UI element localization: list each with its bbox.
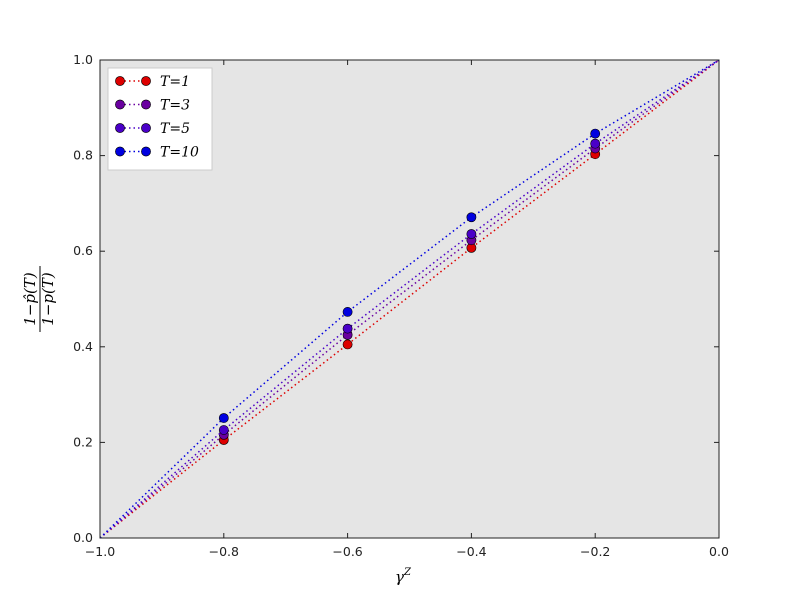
x-axis-label: γZ <box>395 567 412 586</box>
legend-entry: T=1 <box>115 74 190 90</box>
legend-entry: T=10 <box>115 145 199 161</box>
data-point <box>466 212 477 223</box>
legend-entry: T=5 <box>115 121 190 137</box>
legend-entry: T=3 <box>115 98 190 114</box>
x-tick-label: 0.0 <box>709 544 729 559</box>
data-point <box>342 307 353 317</box>
y-axis-label-numerator: 1−p̂(T) <box>21 272 39 326</box>
y-tick-label: 0.8 <box>73 148 93 163</box>
y-tick-label: 0.6 <box>73 243 93 258</box>
legend-marker <box>115 76 125 86</box>
y-tick-label: 0.4 <box>73 339 93 354</box>
y-tick-label: 0.2 <box>73 434 93 449</box>
x-tick-label: −0.2 <box>580 544 610 559</box>
data-point <box>218 413 229 423</box>
x-tick-label: −1.0 <box>85 544 115 559</box>
legend-marker <box>115 146 125 157</box>
legend-label: T=10 <box>160 145 199 161</box>
x-axis-label-superscript: Z <box>403 567 412 578</box>
series-line <box>99 59 720 539</box>
y-axis-label: 1−p̂(T) 1−p(T) <box>21 266 57 332</box>
legend-label: T=1 <box>160 74 190 90</box>
data-point <box>342 339 353 350</box>
data-point <box>590 128 601 139</box>
ticks-layer: −1.0 −0.8 −0.6 −0.4 −0.2 0.0 0.0 0.2 0.4 0.6 0.8 1.… <box>73 52 729 559</box>
x-tick-label: −0.6 <box>332 544 362 559</box>
plot-frame <box>99 59 720 539</box>
data-point <box>466 229 477 239</box>
x-tick-label: −0.8 <box>209 544 239 559</box>
series-line <box>99 59 720 539</box>
legend: T=1 T=3 T=5 T=10 <box>107 67 213 171</box>
series-T-10 <box>99 59 720 539</box>
legend-marker <box>141 123 151 133</box>
legend-label: T=5 <box>160 121 190 137</box>
y-tick-label: 1.0 <box>73 52 93 67</box>
legend-marker <box>141 76 151 86</box>
data-point <box>590 138 601 149</box>
legend-marker <box>115 99 125 110</box>
legend-marker <box>141 99 151 110</box>
legend-marker <box>115 123 125 133</box>
series-T-5 <box>99 59 720 539</box>
data-point <box>342 323 353 334</box>
legend-label: T=3 <box>160 98 190 114</box>
legend-marker <box>141 146 151 157</box>
y-axis-label-denominator: 1−p(T) <box>39 272 57 326</box>
x-tick-label: −0.4 <box>456 544 486 559</box>
y-tick-label: 0.0 <box>73 530 93 545</box>
data-point <box>218 425 229 435</box>
legend-box <box>107 67 213 171</box>
series-layer <box>99 59 720 539</box>
